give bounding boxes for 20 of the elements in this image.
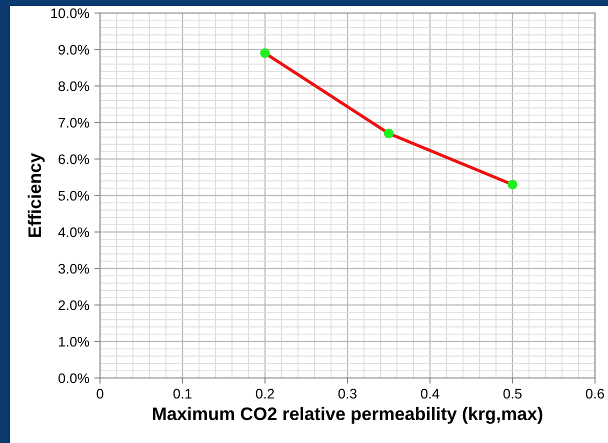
x-tick-label: 0.6 [586,388,604,399]
x-tick-label: 0.2 [256,388,274,399]
y-tick-label: 1.0% [58,336,90,347]
y-tick-label: 5.0% [58,190,90,201]
y-axis-title: Efficiency [28,152,45,237]
x-tick-label: 0.1 [173,388,192,399]
y-tick-label: 2.0% [58,300,90,310]
y-tick-label: 6.0% [58,154,90,164]
x-axis-title: Maximum CO2 relative permeability (krg,max) [153,406,542,424]
x-tick-label: 0.4 [420,388,440,399]
x-tick-label: 0.5 [503,388,522,399]
y-tick-label: 9.0% [58,44,90,55]
y-tick-label: 7.0% [58,118,90,128]
y-tick-label: 0.0% [58,373,90,384]
x-tick-label: 0.3 [338,388,357,399]
x-tick-label: 0 [96,388,104,399]
y-tick-label: 8.0% [58,81,90,92]
y-tick-label: 10.0% [51,8,90,18]
y-tick-label: 4.0% [58,227,90,238]
y-tick-label: 3.0% [58,264,90,274]
